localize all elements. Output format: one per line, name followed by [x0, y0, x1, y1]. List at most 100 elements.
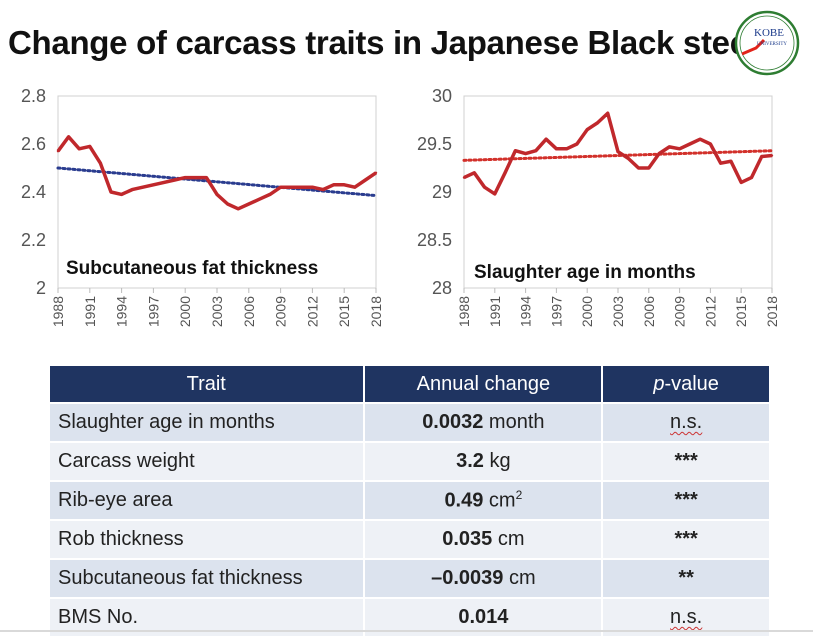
trait-cell: BMS No.	[50, 597, 366, 636]
annual-change-cell: –0.0039 cm	[364, 558, 604, 598]
data-point	[637, 166, 640, 170]
annual-change-unit: cm	[503, 567, 536, 589]
data-point	[56, 150, 60, 153]
trait-cell: Rob thickness	[50, 519, 366, 559]
data-point	[353, 186, 356, 189]
table-header-row: Trait Annual change p-value	[50, 366, 769, 403]
y-tick-label: 28	[432, 278, 452, 298]
trait-cell: Carcass weight	[50, 441, 366, 481]
header-p-value: p-value	[602, 366, 769, 403]
x-tick-label: 2003	[610, 296, 626, 327]
annual-change-value: 3.2	[456, 450, 484, 472]
x-tick-label: 2003	[209, 296, 225, 327]
data-point	[534, 149, 538, 152]
logo-swoosh-icon	[741, 38, 766, 56]
data-point	[99, 162, 102, 165]
data-point	[78, 147, 81, 150]
data-point	[524, 152, 527, 155]
data-point	[247, 202, 250, 206]
data-point	[750, 176, 753, 179]
data-point	[184, 176, 187, 179]
p-value-cell: n.s.	[602, 597, 769, 636]
p-value-cell: **	[602, 558, 769, 598]
trait-cell: Slaughter age in months	[50, 402, 366, 442]
annual-change-cell: 0.035 cm	[364, 519, 604, 559]
data-point	[226, 202, 229, 206]
chart-title: Slaughter age in months	[474, 262, 696, 283]
data-point	[311, 186, 314, 189]
data-point	[688, 142, 692, 146]
data-point	[575, 142, 579, 146]
x-tick-label: 2018	[764, 296, 780, 327]
page-title: Change of carcass traits in Japanese Bla…	[8, 24, 779, 61]
annual-change-unit: kg	[483, 450, 511, 472]
x-tick-label: 2015	[336, 296, 352, 327]
table-row: Carcass weight 3.2 kg ***	[50, 441, 769, 481]
y-tick-label: 2	[36, 278, 46, 298]
p-value-cell: ***	[602, 441, 769, 481]
data-point	[290, 186, 293, 189]
data-point	[332, 183, 335, 186]
y-tick-label: 2.2	[21, 230, 46, 250]
data-point	[162, 181, 166, 184]
table-row: Rob thickness 0.035 cm ***	[50, 519, 769, 559]
data-point	[719, 162, 722, 165]
trait-cell: Rib-eye area	[50, 480, 366, 520]
x-tick-label: 2000	[579, 296, 595, 327]
y-tick-label: 29.5	[417, 134, 452, 154]
annual-change-value: –0.0039	[431, 567, 504, 589]
data-point	[627, 157, 630, 160]
x-tick-label: 2009	[672, 296, 688, 327]
data-point	[473, 171, 476, 174]
y-tick-label: 2.4	[21, 182, 46, 202]
x-tick-label: 1994	[518, 296, 534, 327]
data-point	[647, 166, 650, 170]
annual-change-value: 0.014	[458, 606, 509, 628]
data-point	[205, 176, 208, 179]
p-value: ***	[674, 450, 698, 472]
data-point	[503, 171, 507, 174]
p-value: n.s.	[670, 606, 703, 628]
x-tick-label: 1994	[114, 296, 130, 327]
data-point	[729, 160, 733, 163]
data-point	[555, 147, 558, 150]
x-tick-label: 1991	[82, 296, 98, 327]
data-point	[462, 176, 466, 179]
data-point	[606, 112, 609, 115]
table-row: BMS No. 0.014 n.s.	[50, 597, 769, 636]
data-point	[364, 178, 367, 182]
data-point	[321, 188, 325, 191]
data-point	[131, 188, 134, 191]
data-point	[678, 147, 681, 150]
traits-table: Trait Annual change p-value Slaughter ag…	[50, 366, 769, 636]
x-tick-label: 2012	[304, 296, 320, 327]
header-trait: Trait	[50, 366, 366, 403]
annual-change-cell: 0.49 cm2	[364, 480, 604, 520]
data-point	[544, 138, 548, 141]
x-tick-label: 1988	[50, 296, 66, 327]
y-tick-label: 28.5	[417, 230, 452, 250]
table-row: Subcutaneous fat thickness –0.0039 cm **	[50, 558, 769, 598]
data-point	[770, 154, 774, 157]
x-tick-label: 2012	[702, 296, 718, 327]
data-point	[760, 155, 763, 158]
annual-change-unit: month	[483, 411, 545, 433]
y-tick-label: 30	[432, 86, 452, 106]
charts-area: 2 2.2 2.4 2.6 2.8 1988 1991 1994 1997 2000 2003 200…	[21, 86, 780, 327]
data-point	[268, 193, 272, 196]
y-tick-label: 2.8	[21, 86, 46, 106]
data-point	[237, 207, 240, 210]
table-row: Rib-eye area 0.49 cm2 ***	[50, 480, 769, 520]
x-tick-label: 2018	[368, 296, 384, 327]
x-tick-label: 1997	[145, 296, 161, 327]
x-tick-label: 2000	[177, 296, 193, 327]
chart-title: Subcutaneous fat thickness	[66, 258, 318, 279]
data-point	[194, 176, 197, 179]
table-row: Slaughter age in months 0.0032 month n.s.	[50, 402, 769, 442]
data-point	[493, 192, 496, 196]
data-point	[120, 193, 123, 196]
data-point	[668, 145, 671, 149]
x-tick-label: 2006	[641, 296, 657, 327]
bottom-divider	[0, 630, 813, 632]
trend-line	[462, 149, 774, 162]
